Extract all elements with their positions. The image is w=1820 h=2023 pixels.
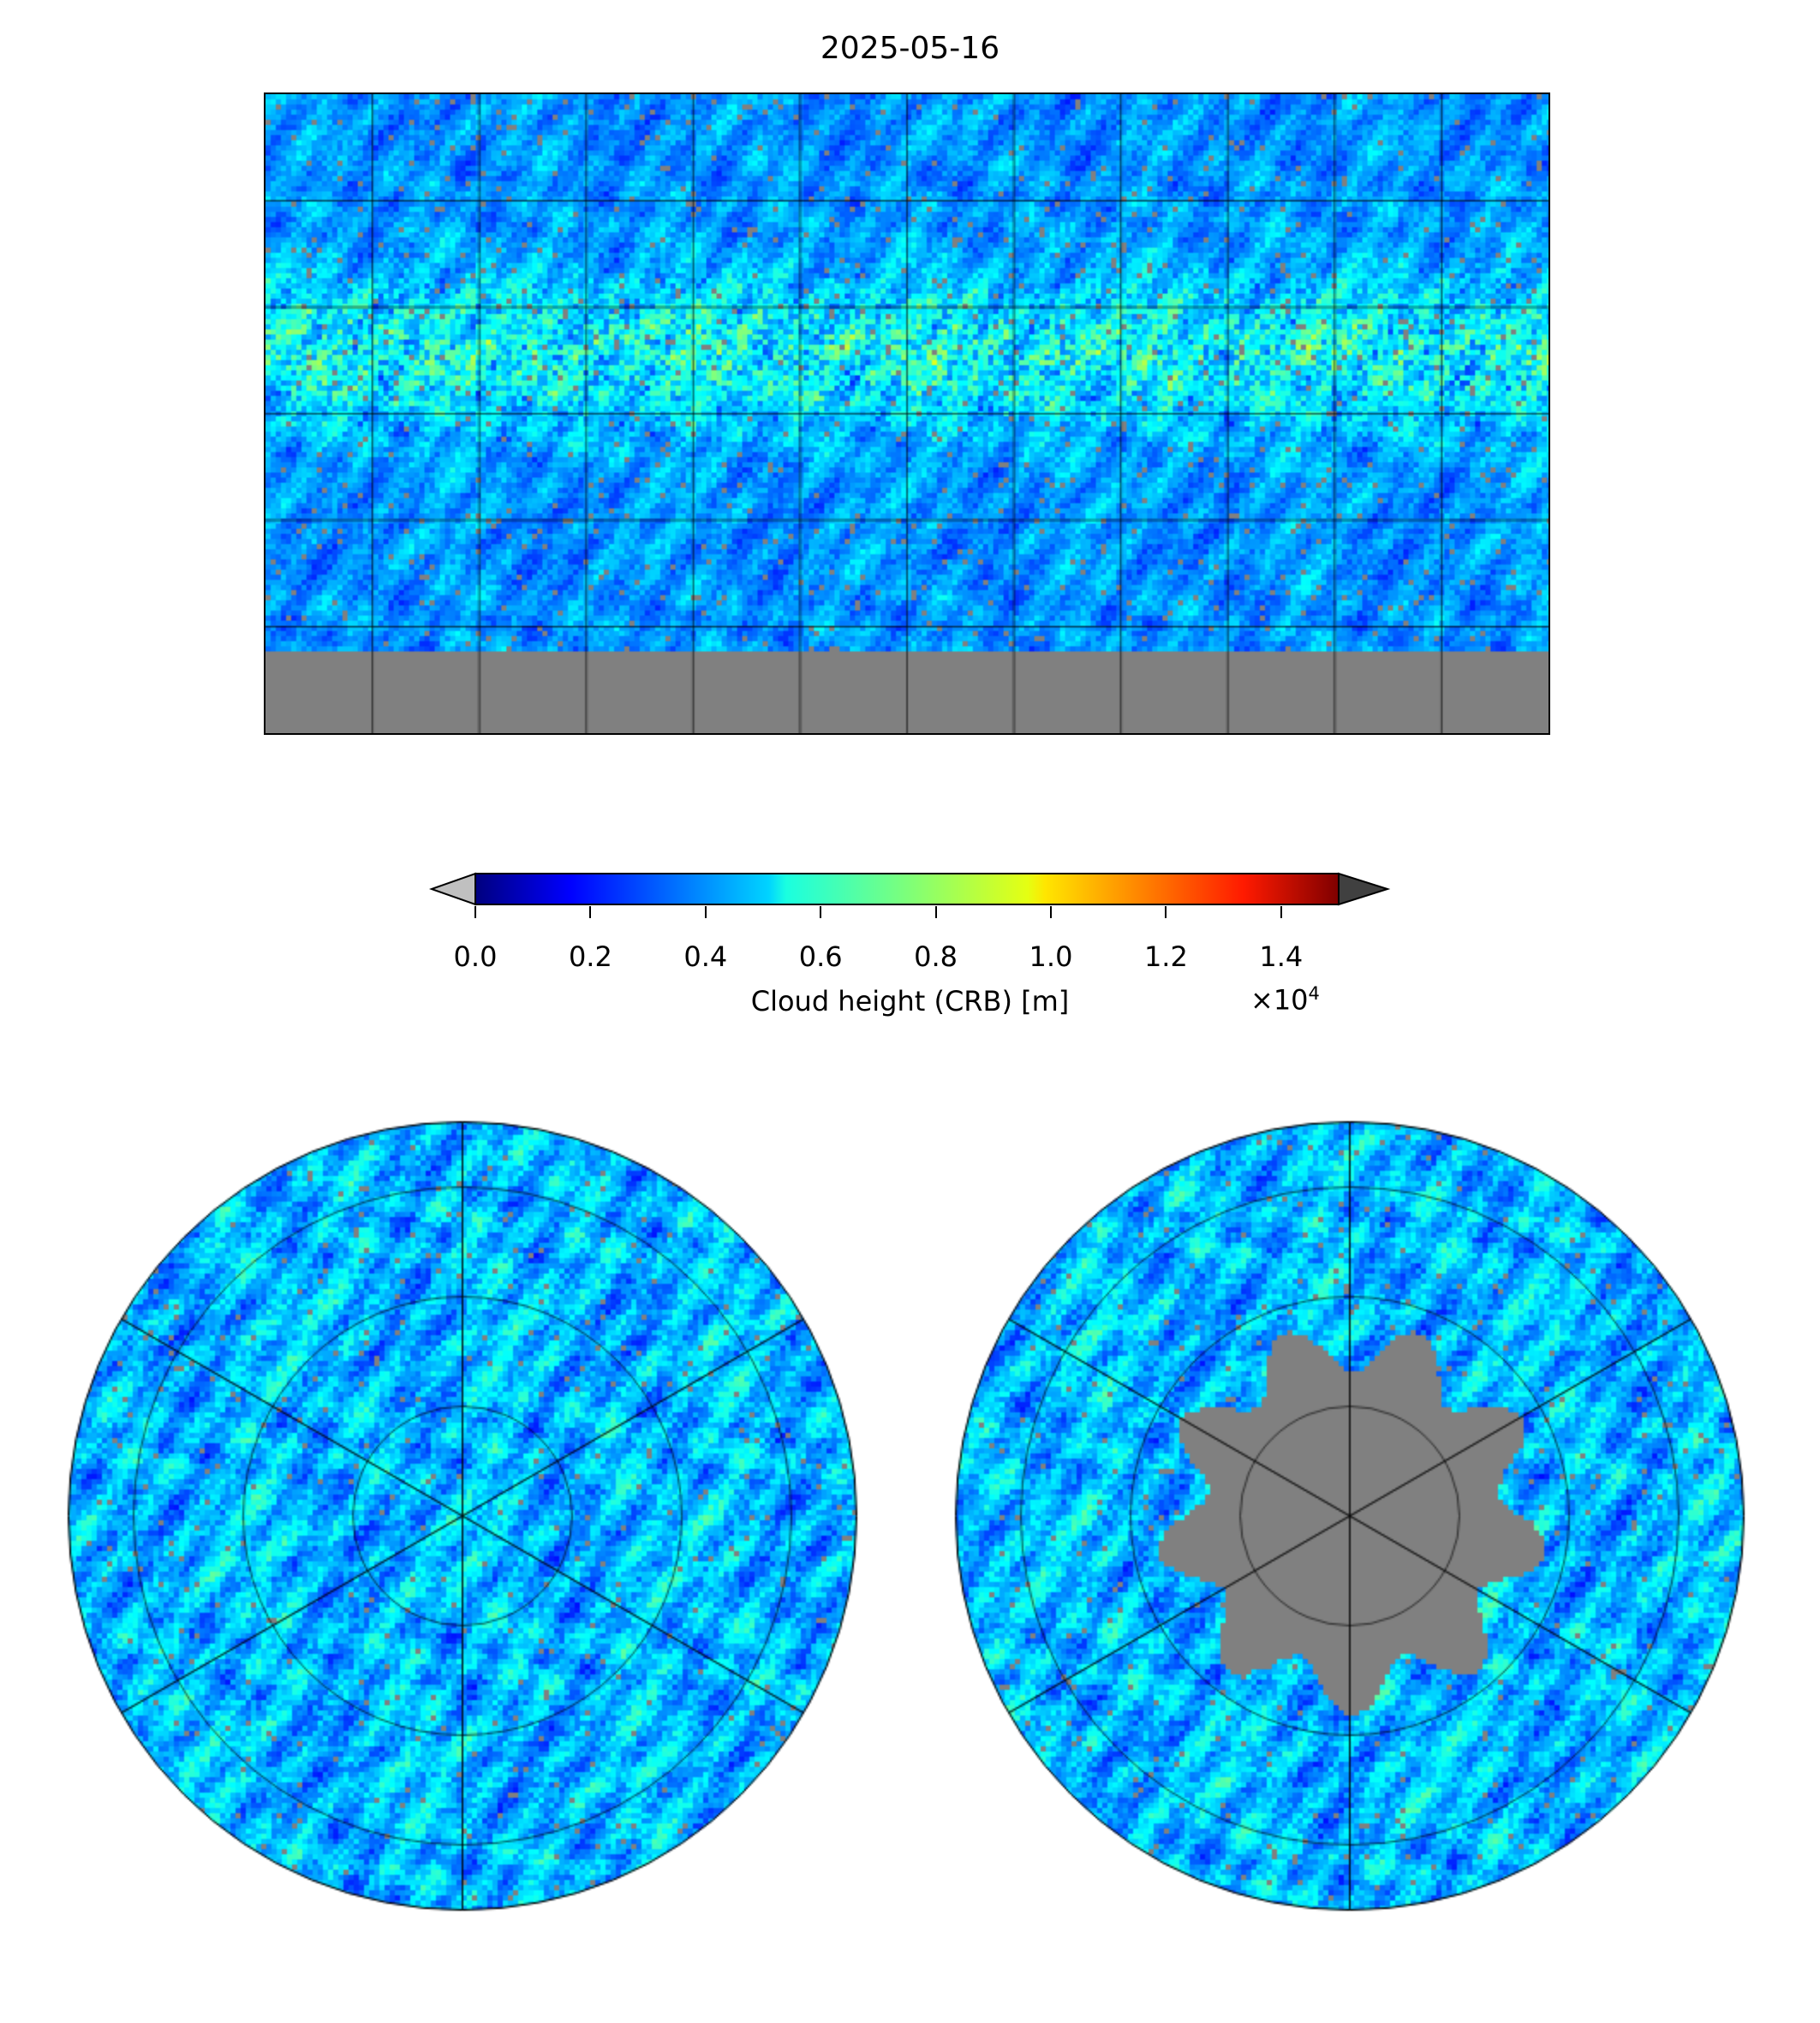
south-polar-map [953,1119,1746,1913]
global-cloud-height-map [264,92,1550,735]
colorbar-tick [1050,906,1052,918]
colorbar-tick-label: 0.2 [568,940,612,973]
colorbar-tick-label: 0.4 [683,940,728,973]
colorbar-multiplier: ×104 [1250,983,1320,1017]
colorbar-tick-label: 0.6 [798,940,843,973]
colorbar-tick [474,906,476,918]
colorbar-tick-label: 1.0 [1029,940,1073,973]
colorbar-tick [1280,906,1282,918]
colorbar-tick [1165,906,1167,918]
colorbar-tick [589,906,592,918]
colorbar-gradient [474,873,1340,905]
colorbar-tick [934,906,937,918]
colorbar-tick [820,906,822,918]
colorbar-tick-label: 0.8 [914,940,958,973]
colorbar-label: Cloud height (CRB) [m] [750,985,1070,1017]
colorbar-tick-label: 0.0 [453,940,498,973]
colorbar-under-extension [428,872,476,906]
colorbar-tick-label: 1.2 [1143,940,1188,973]
north-polar-map [66,1119,859,1913]
colorbar [428,872,1391,906]
colorbar-tick [704,906,707,918]
figure-title: 2025-05-16 [820,31,1000,66]
colorbar-tick-label: 1.4 [1259,940,1304,973]
colorbar-over-extension [1338,872,1391,906]
